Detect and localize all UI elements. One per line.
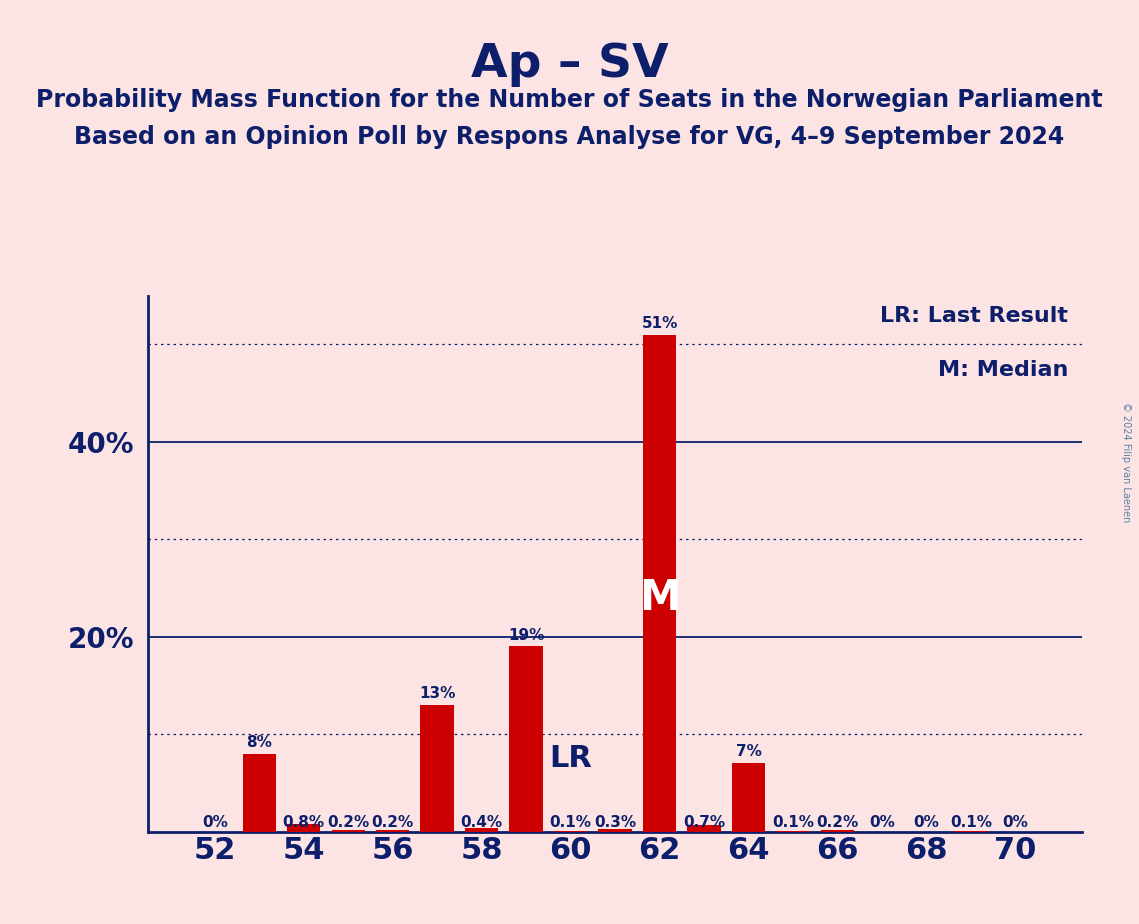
Bar: [287, 824, 320, 832]
Text: 0.1%: 0.1%: [550, 815, 591, 830]
Text: 0.4%: 0.4%: [460, 815, 502, 830]
Bar: [687, 825, 721, 832]
Text: 0%: 0%: [1002, 815, 1029, 830]
Bar: [821, 830, 854, 832]
Bar: [598, 829, 632, 832]
Text: 0.2%: 0.2%: [327, 815, 369, 830]
Bar: [243, 754, 276, 832]
Text: 0%: 0%: [913, 815, 940, 830]
Text: © 2024 Filip van Laenen: © 2024 Filip van Laenen: [1121, 402, 1131, 522]
Text: M: M: [639, 577, 680, 619]
Text: LR: Last Result: LR: Last Result: [880, 307, 1068, 326]
Bar: [777, 831, 810, 832]
Bar: [376, 830, 409, 832]
Bar: [509, 647, 543, 832]
Text: 0.2%: 0.2%: [817, 815, 859, 830]
Text: Based on an Opinion Poll by Respons Analyse for VG, 4–9 September 2024: Based on an Opinion Poll by Respons Anal…: [74, 125, 1065, 149]
Text: 7%: 7%: [736, 745, 762, 760]
Bar: [554, 831, 588, 832]
Text: Probability Mass Function for the Number of Seats in the Norwegian Parliament: Probability Mass Function for the Number…: [36, 88, 1103, 112]
Text: 19%: 19%: [508, 627, 544, 642]
Bar: [642, 334, 677, 832]
Text: LR: LR: [549, 744, 592, 773]
Text: 0.3%: 0.3%: [595, 815, 636, 830]
Text: 0%: 0%: [869, 815, 895, 830]
Text: 0.1%: 0.1%: [772, 815, 814, 830]
Text: 8%: 8%: [246, 735, 272, 749]
Text: 0.7%: 0.7%: [683, 815, 726, 830]
Bar: [465, 828, 498, 832]
Bar: [420, 705, 453, 832]
Bar: [954, 831, 988, 832]
Text: 0.8%: 0.8%: [282, 815, 325, 830]
Text: 0%: 0%: [202, 815, 228, 830]
Text: 0.1%: 0.1%: [950, 815, 992, 830]
Text: Ap – SV: Ap – SV: [470, 42, 669, 87]
Text: 51%: 51%: [641, 316, 678, 331]
Bar: [731, 763, 765, 832]
Bar: [331, 830, 364, 832]
Text: M: Median: M: Median: [937, 360, 1068, 380]
Text: 0.2%: 0.2%: [371, 815, 413, 830]
Text: 13%: 13%: [419, 686, 456, 701]
